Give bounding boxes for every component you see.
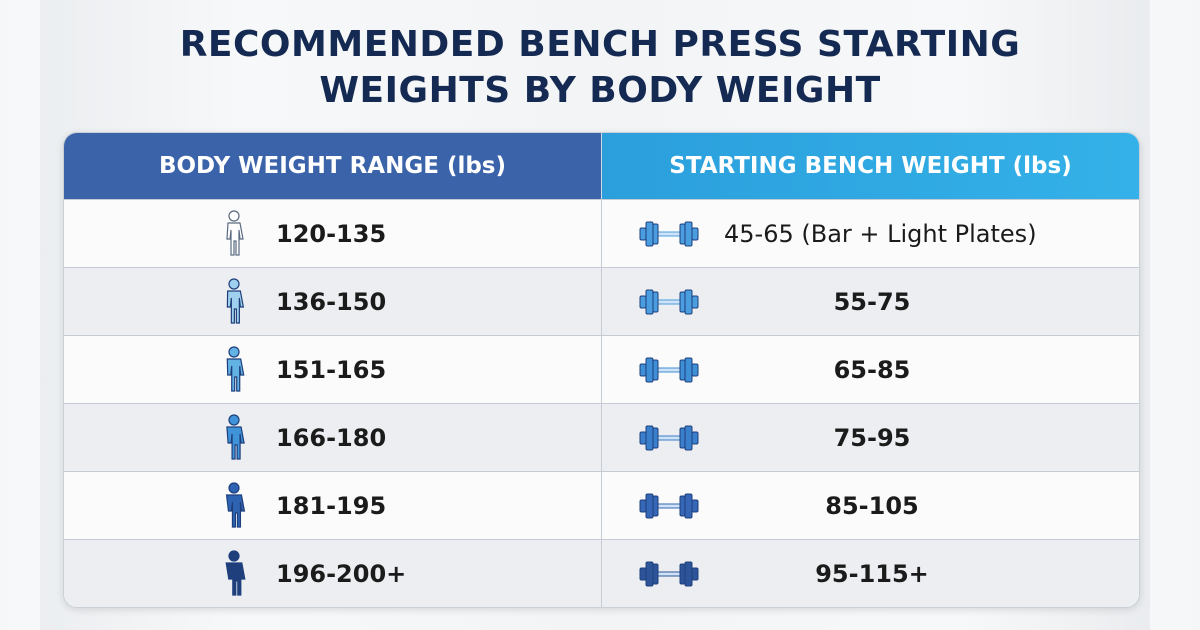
plate <box>645 561 654 587</box>
plate <box>639 295 647 309</box>
person-head <box>228 550 240 562</box>
plate <box>679 359 686 381</box>
table-cell: 75-95 <box>601 404 1139 471</box>
plate <box>645 221 654 247</box>
plate <box>652 427 659 449</box>
plate <box>691 227 699 241</box>
plate <box>679 495 686 517</box>
table-cell: 65-85 <box>601 336 1139 403</box>
weight-range: 166-180 <box>276 423 387 452</box>
weight-range: 181-195 <box>276 491 387 520</box>
table-cell: 55-75 <box>601 268 1139 335</box>
plate <box>684 425 693 451</box>
person-head <box>228 278 240 290</box>
bench-weight: 65-85 <box>833 355 911 384</box>
bench-weight: 95-115+ <box>815 559 929 588</box>
column-header: STARTING BENCH WEIGHT (lbs) <box>601 133 1139 199</box>
dumbbell-icon <box>639 221 699 247</box>
person-body <box>225 494 246 528</box>
table-row: 136-150 55-75 <box>64 267 1139 335</box>
plate <box>645 289 654 315</box>
dumbbell-icon <box>639 561 699 587</box>
background-window <box>1150 0 1200 630</box>
table-row: 151-165 65-85 <box>64 335 1139 403</box>
person-icon <box>226 210 244 256</box>
person-body <box>226 222 244 256</box>
person-head <box>228 210 240 222</box>
person-body <box>226 426 245 460</box>
person-head <box>228 346 240 358</box>
plate <box>684 561 693 587</box>
plate <box>645 357 654 383</box>
table-row: 166-180 75-95 <box>64 403 1139 471</box>
column-header: BODY WEIGHT RANGE (lbs) <box>64 133 601 199</box>
bench-weight: 85-105 <box>825 491 919 520</box>
person-icon <box>226 346 245 392</box>
person-body <box>225 562 246 596</box>
plate <box>652 223 659 245</box>
table-row: 181-195 85-105 <box>64 471 1139 539</box>
bench-weight: 55-75 <box>833 287 911 316</box>
plate <box>639 363 647 377</box>
dumbbell-icon <box>639 289 699 315</box>
table: BODY WEIGHT RANGE (lbs) STARTING BENCH W… <box>63 132 1140 608</box>
plate <box>652 563 659 585</box>
weight-range: 196-200+ <box>276 559 407 588</box>
person-icon <box>226 278 245 324</box>
plate <box>652 291 659 313</box>
person-body <box>226 290 245 324</box>
bench-weight: 75-95 <box>833 423 911 452</box>
background-window <box>0 0 40 630</box>
person-head <box>228 414 240 426</box>
plate <box>639 567 647 581</box>
table-row: 196-200+ 95-115+ <box>64 539 1139 607</box>
plate <box>691 363 699 377</box>
person-body <box>226 358 245 392</box>
plate <box>684 493 693 519</box>
bench-weight: 45-65 (Bar + Light Plates) <box>724 219 1037 248</box>
plate <box>684 289 693 315</box>
table-header: BODY WEIGHT RANGE (lbs) STARTING BENCH W… <box>64 133 1139 199</box>
table-row: 120-135 45-65 (Bar + Light Plates) <box>64 199 1139 267</box>
person-icon <box>225 482 246 528</box>
plate <box>639 227 647 241</box>
plate <box>679 223 686 245</box>
plate <box>691 499 699 513</box>
plate <box>652 359 659 381</box>
table-cell: 166-180 <box>64 404 601 471</box>
title: RECOMMENDED BENCH PRESS STARTING WEIGHTS… <box>179 24 1021 111</box>
plate <box>684 221 693 247</box>
person-icon <box>226 414 245 460</box>
plate <box>645 425 654 451</box>
plate <box>691 431 699 445</box>
table-cell: 45-65 (Bar + Light Plates) <box>601 200 1139 267</box>
table-cell: 85-105 <box>601 472 1139 539</box>
person-head <box>228 482 240 494</box>
weight-range: 151-165 <box>276 355 387 384</box>
table-cell: 120-135 <box>64 200 601 267</box>
plate <box>639 499 647 513</box>
dumbbell-icon <box>639 357 699 383</box>
table-cell: 181-195 <box>64 472 601 539</box>
plate <box>639 431 647 445</box>
weight-range: 136-150 <box>276 287 387 316</box>
dumbbell-icon <box>639 425 699 451</box>
table-cell: 95-115+ <box>601 540 1139 607</box>
plate <box>652 495 659 517</box>
plate <box>691 295 699 309</box>
dumbbell-icon <box>639 493 699 519</box>
plate <box>691 567 699 581</box>
table-cell: 136-150 <box>64 268 601 335</box>
person-icon <box>225 550 246 596</box>
plate <box>679 291 686 313</box>
plate <box>679 563 686 585</box>
table-cell: 151-165 <box>64 336 601 403</box>
plate <box>684 357 693 383</box>
plate <box>645 493 654 519</box>
weight-range: 120-135 <box>276 219 387 248</box>
table-body: 120-135 45-65 (Bar + Light Plates) 136-150… <box>64 199 1139 607</box>
table-cell: 196-200+ <box>64 540 601 607</box>
plate <box>679 427 686 449</box>
